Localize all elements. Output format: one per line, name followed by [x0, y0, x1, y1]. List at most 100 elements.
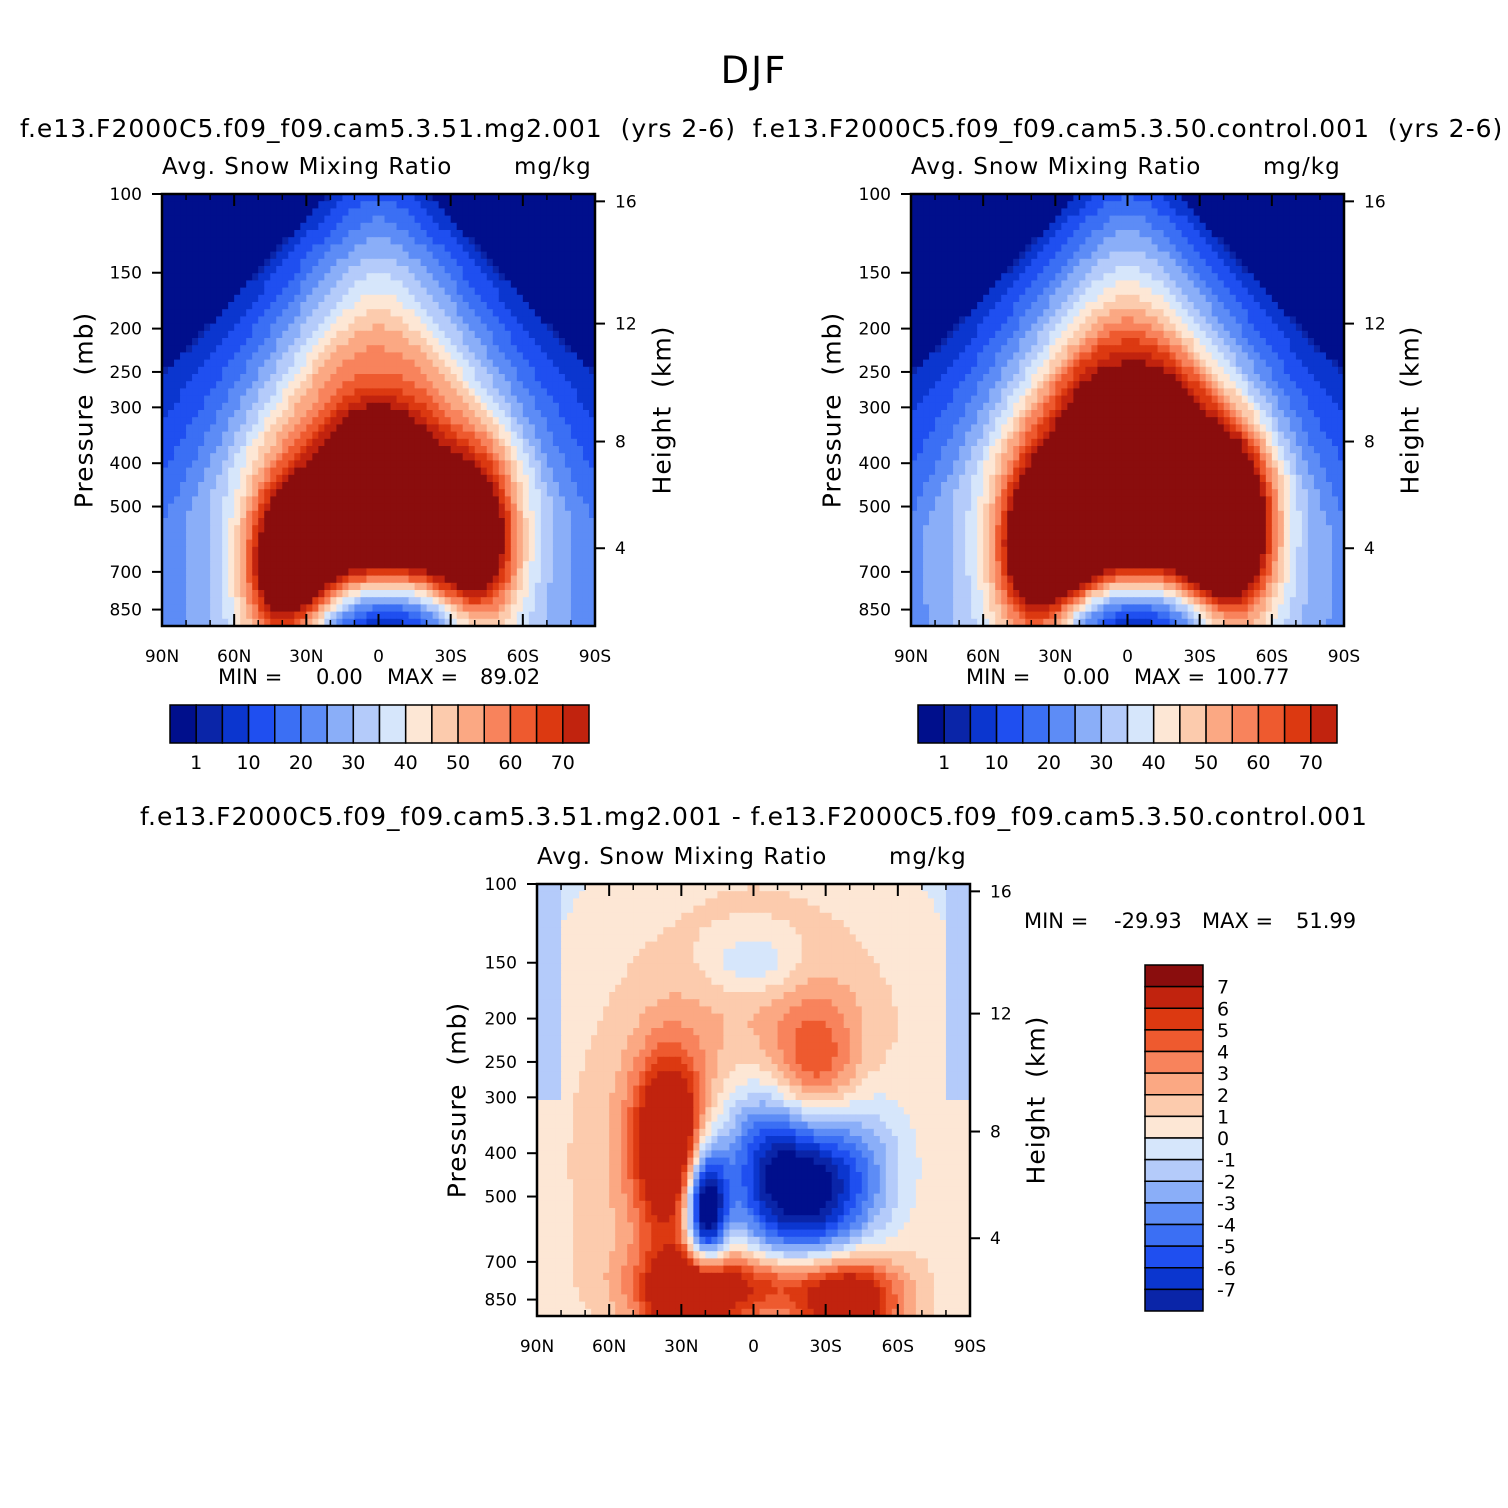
field-cell: [390, 237, 398, 245]
field-cell: [270, 388, 277, 397]
field-cell: [384, 201, 392, 209]
field-cell: [168, 251, 175, 260]
field-cell: [318, 417, 325, 425]
field-cell: [456, 230, 464, 238]
field-cell: [294, 525, 301, 533]
field-cell: [198, 410, 205, 418]
field-cell: [504, 424, 512, 433]
field-cell: [474, 359, 482, 368]
field-cell: [911, 208, 918, 217]
field-cell: [348, 302, 356, 310]
field-cell: [366, 518, 374, 526]
field-cell: [228, 388, 235, 397]
field-cell: [588, 518, 596, 526]
field-cell: [1163, 230, 1171, 238]
field-cell: [588, 503, 596, 512]
field-cell: [294, 482, 301, 490]
field-cell: [174, 618, 181, 627]
field-cell: [378, 381, 386, 389]
field-cell: [444, 345, 452, 353]
field-cell: [582, 417, 590, 425]
field-cell: [462, 618, 470, 627]
field-cell: [534, 222, 542, 231]
field-cell: [378, 460, 386, 469]
field-cell: [306, 446, 313, 454]
field-cell: [498, 604, 506, 613]
field-cell: [474, 489, 482, 497]
field-cell: [504, 539, 512, 548]
field-cell: [977, 201, 984, 209]
field-cell: [552, 258, 560, 267]
field-cell: [342, 446, 350, 454]
field-cell: [192, 194, 199, 202]
field-cell: [564, 374, 572, 382]
field-cell: [246, 518, 253, 526]
field-cell: [384, 496, 392, 505]
field-cell: [582, 546, 590, 555]
field-cell: [336, 611, 344, 620]
field-cell: [923, 215, 930, 224]
field-cell: [174, 237, 181, 245]
field-cell: [456, 460, 464, 469]
field-cell: [324, 611, 331, 620]
field-cell: [516, 518, 524, 526]
field-cell: [264, 575, 271, 584]
field-cell: [306, 611, 313, 620]
field-cell: [222, 345, 229, 353]
field-cell: [546, 561, 554, 569]
field-cell: [228, 381, 235, 389]
field-cell: [450, 618, 458, 627]
field-cell: [510, 597, 518, 605]
field-cell: [1301, 208, 1309, 217]
field-cell: [468, 194, 476, 202]
field-cell: [564, 395, 572, 404]
field-cell: [558, 410, 566, 418]
field-cell: [462, 597, 470, 605]
field-cell: [330, 345, 338, 353]
field-cell: [354, 582, 362, 591]
field-cell: [210, 294, 217, 303]
field-cell: [486, 410, 494, 418]
field-cell: [576, 503, 584, 512]
field-cell: [504, 474, 512, 483]
field-cell: [408, 374, 416, 382]
field-cell: [360, 482, 368, 490]
field-cell: [546, 431, 554, 440]
field-cell: [1277, 244, 1285, 253]
field-cell: [474, 215, 482, 224]
field-cell: [1133, 244, 1141, 253]
field-cell: [468, 474, 476, 483]
field-cell: [300, 237, 307, 245]
field-cell: [474, 518, 482, 526]
field-cell: [222, 467, 229, 476]
field-cell: [378, 230, 386, 238]
field-cell: [1175, 215, 1183, 224]
field-cell: [390, 539, 398, 548]
field-cell: [282, 208, 289, 217]
field-cell: [264, 294, 271, 303]
field-cell: [390, 474, 398, 483]
field-cell: [384, 302, 392, 310]
field-cell: [1289, 208, 1297, 217]
field-cell: [342, 503, 350, 512]
field-cell: [468, 575, 476, 584]
field-cell: [1157, 230, 1165, 238]
field-cell: [168, 460, 175, 469]
field-cell: [456, 294, 464, 303]
field-cell: [270, 294, 277, 303]
field-cell: [534, 230, 542, 238]
field-cell: [384, 554, 392, 562]
field-cell: [180, 208, 187, 217]
field-cell: [384, 402, 392, 411]
field-cell: [252, 496, 259, 505]
field-cell: [450, 510, 458, 519]
field-cell: [342, 309, 350, 317]
field-cell: [258, 330, 265, 339]
field-cell: [456, 374, 464, 382]
field-cell: [923, 222, 930, 231]
field-cell: [1079, 251, 1087, 260]
field-cell: [180, 237, 187, 245]
field-cell: [582, 590, 590, 598]
field-cell: [240, 525, 247, 533]
field-cell: [360, 611, 368, 620]
